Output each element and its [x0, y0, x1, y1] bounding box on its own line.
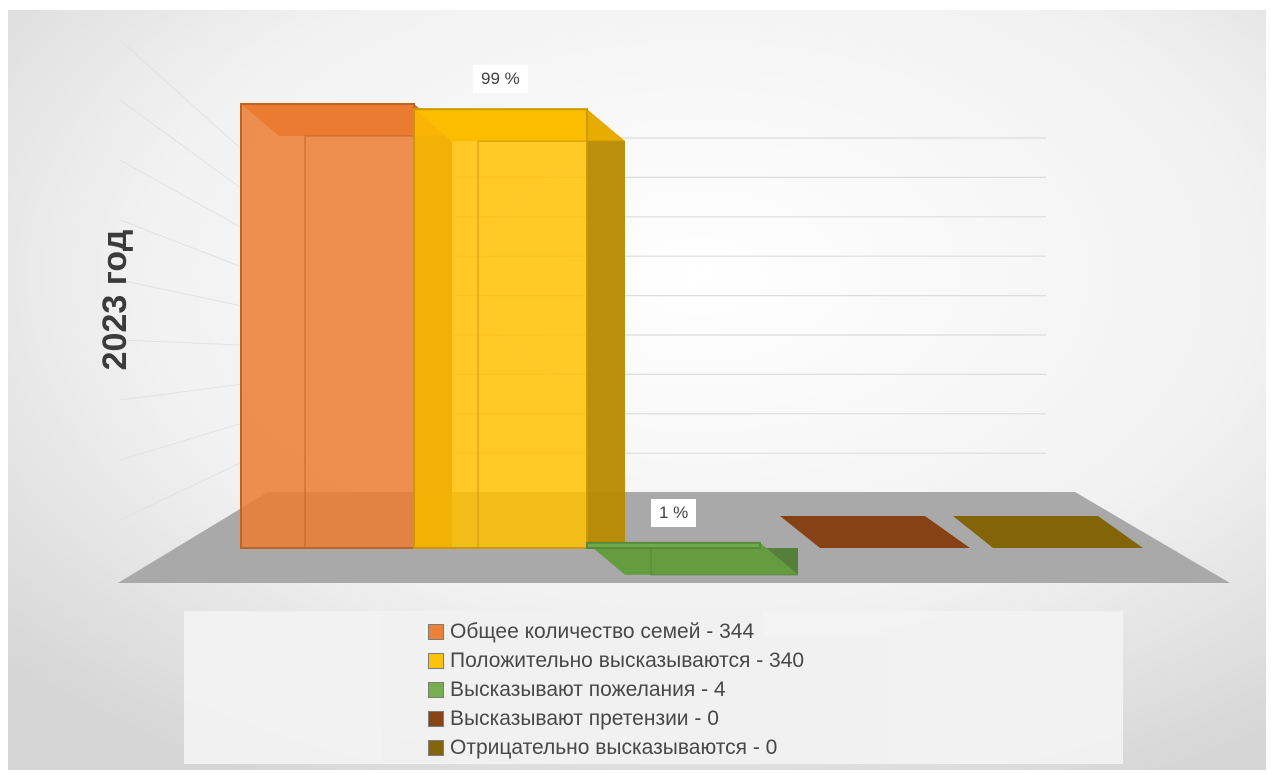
- legend-item: Отрицательно высказываются - 0: [428, 733, 804, 762]
- side-gridline: [119, 462, 241, 521]
- side-gridline: [119, 39, 241, 149]
- bar-inner-edge: [650, 548, 798, 576]
- legend-swatch: [428, 681, 444, 698]
- legend-label: Отрицательно высказываются - 0: [450, 735, 778, 759]
- legend-swatch: [428, 652, 444, 669]
- legend-swatch: [428, 739, 444, 756]
- bar-floor-slab: [953, 516, 1143, 548]
- side-gridline: [119, 159, 241, 228]
- legend-item: Высказывают претензии - 0: [428, 704, 804, 733]
- bar-5: [953, 516, 1143, 548]
- side-gridline: [119, 339, 241, 346]
- legend-item: Положительно высказываются - 340: [428, 646, 804, 675]
- data-label: 1 %: [651, 498, 697, 527]
- bar-4: [780, 516, 970, 548]
- bar-floor-slab: [780, 516, 970, 548]
- y-axis-title: 2023 год: [96, 229, 134, 371]
- side-gridline: [119, 219, 241, 267]
- legend: Общее количество семей - 344 Положительно…: [184, 611, 1123, 764]
- side-gridline: [119, 279, 241, 307]
- side-gridline: [119, 383, 241, 401]
- bar-3: [586, 541, 798, 576]
- bar-front: [240, 103, 415, 549]
- bar-2: [413, 108, 625, 550]
- legend-label: Высказывают претензии - 0: [450, 706, 719, 730]
- side-gridline: [119, 99, 241, 188]
- bar-inner-edge: [304, 135, 452, 548]
- legend-item: Общее количество семей - 344: [428, 617, 804, 646]
- bar-side: [587, 109, 625, 549]
- legend-item: Высказывают пожелания - 4: [428, 675, 804, 704]
- bar-inner-edge: [477, 140, 625, 548]
- legend-label: Высказывают пожелания - 4: [450, 677, 726, 701]
- bar-front: [413, 108, 588, 550]
- bar-top: [587, 542, 798, 575]
- data-label: 99 %: [473, 65, 528, 94]
- legend-label: Положительно высказываются - 340: [450, 648, 805, 672]
- legend-swatch: [428, 623, 444, 640]
- legend-swatch: [428, 710, 444, 727]
- legend-label: Общее количество семей - 344: [450, 619, 755, 643]
- side-gridline: [119, 423, 241, 461]
- bar-front: [586, 541, 761, 550]
